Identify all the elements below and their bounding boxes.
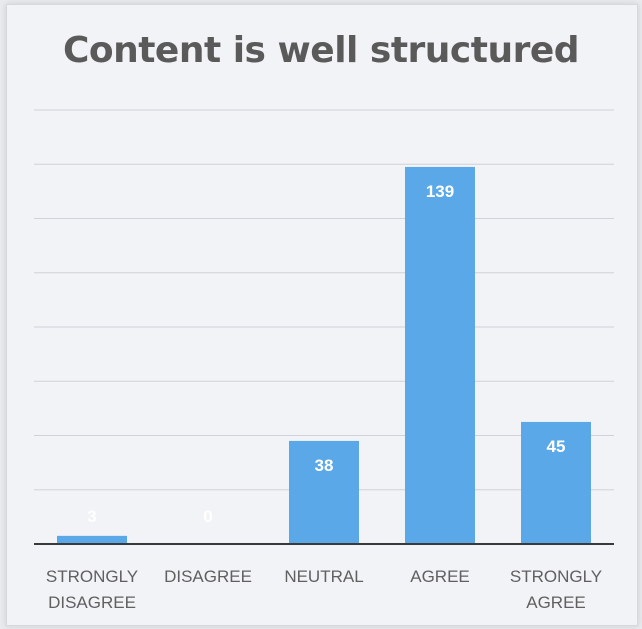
category-label: DISAGREE [48,593,136,612]
bar [521,421,591,544]
bar [405,166,475,544]
data-label: 38 [315,456,334,475]
category-labels: STRONGLY DISAGREE DISAGREE NEUTRAL AGREE STRO… [46,567,602,612]
category-label: STRONGLY [510,567,602,586]
bars [57,166,591,544]
category-label: AGREE [526,593,586,612]
data-label: 3 [87,507,96,526]
category-label: NEUTRAL [284,567,363,586]
data-label: 45 [547,437,566,456]
data-label: 0 [203,507,212,526]
bar [289,440,359,544]
bar [57,535,127,544]
gridlines [34,109,614,491]
data-labels: 3 0 38 139 45 [87,182,565,526]
chart-title: Content is well structured [62,30,580,71]
category-label: STRONGLY [46,567,138,586]
category-label: DISAGREE [164,567,252,586]
category-label: AGREE [410,567,470,586]
data-label: 139 [426,182,454,201]
